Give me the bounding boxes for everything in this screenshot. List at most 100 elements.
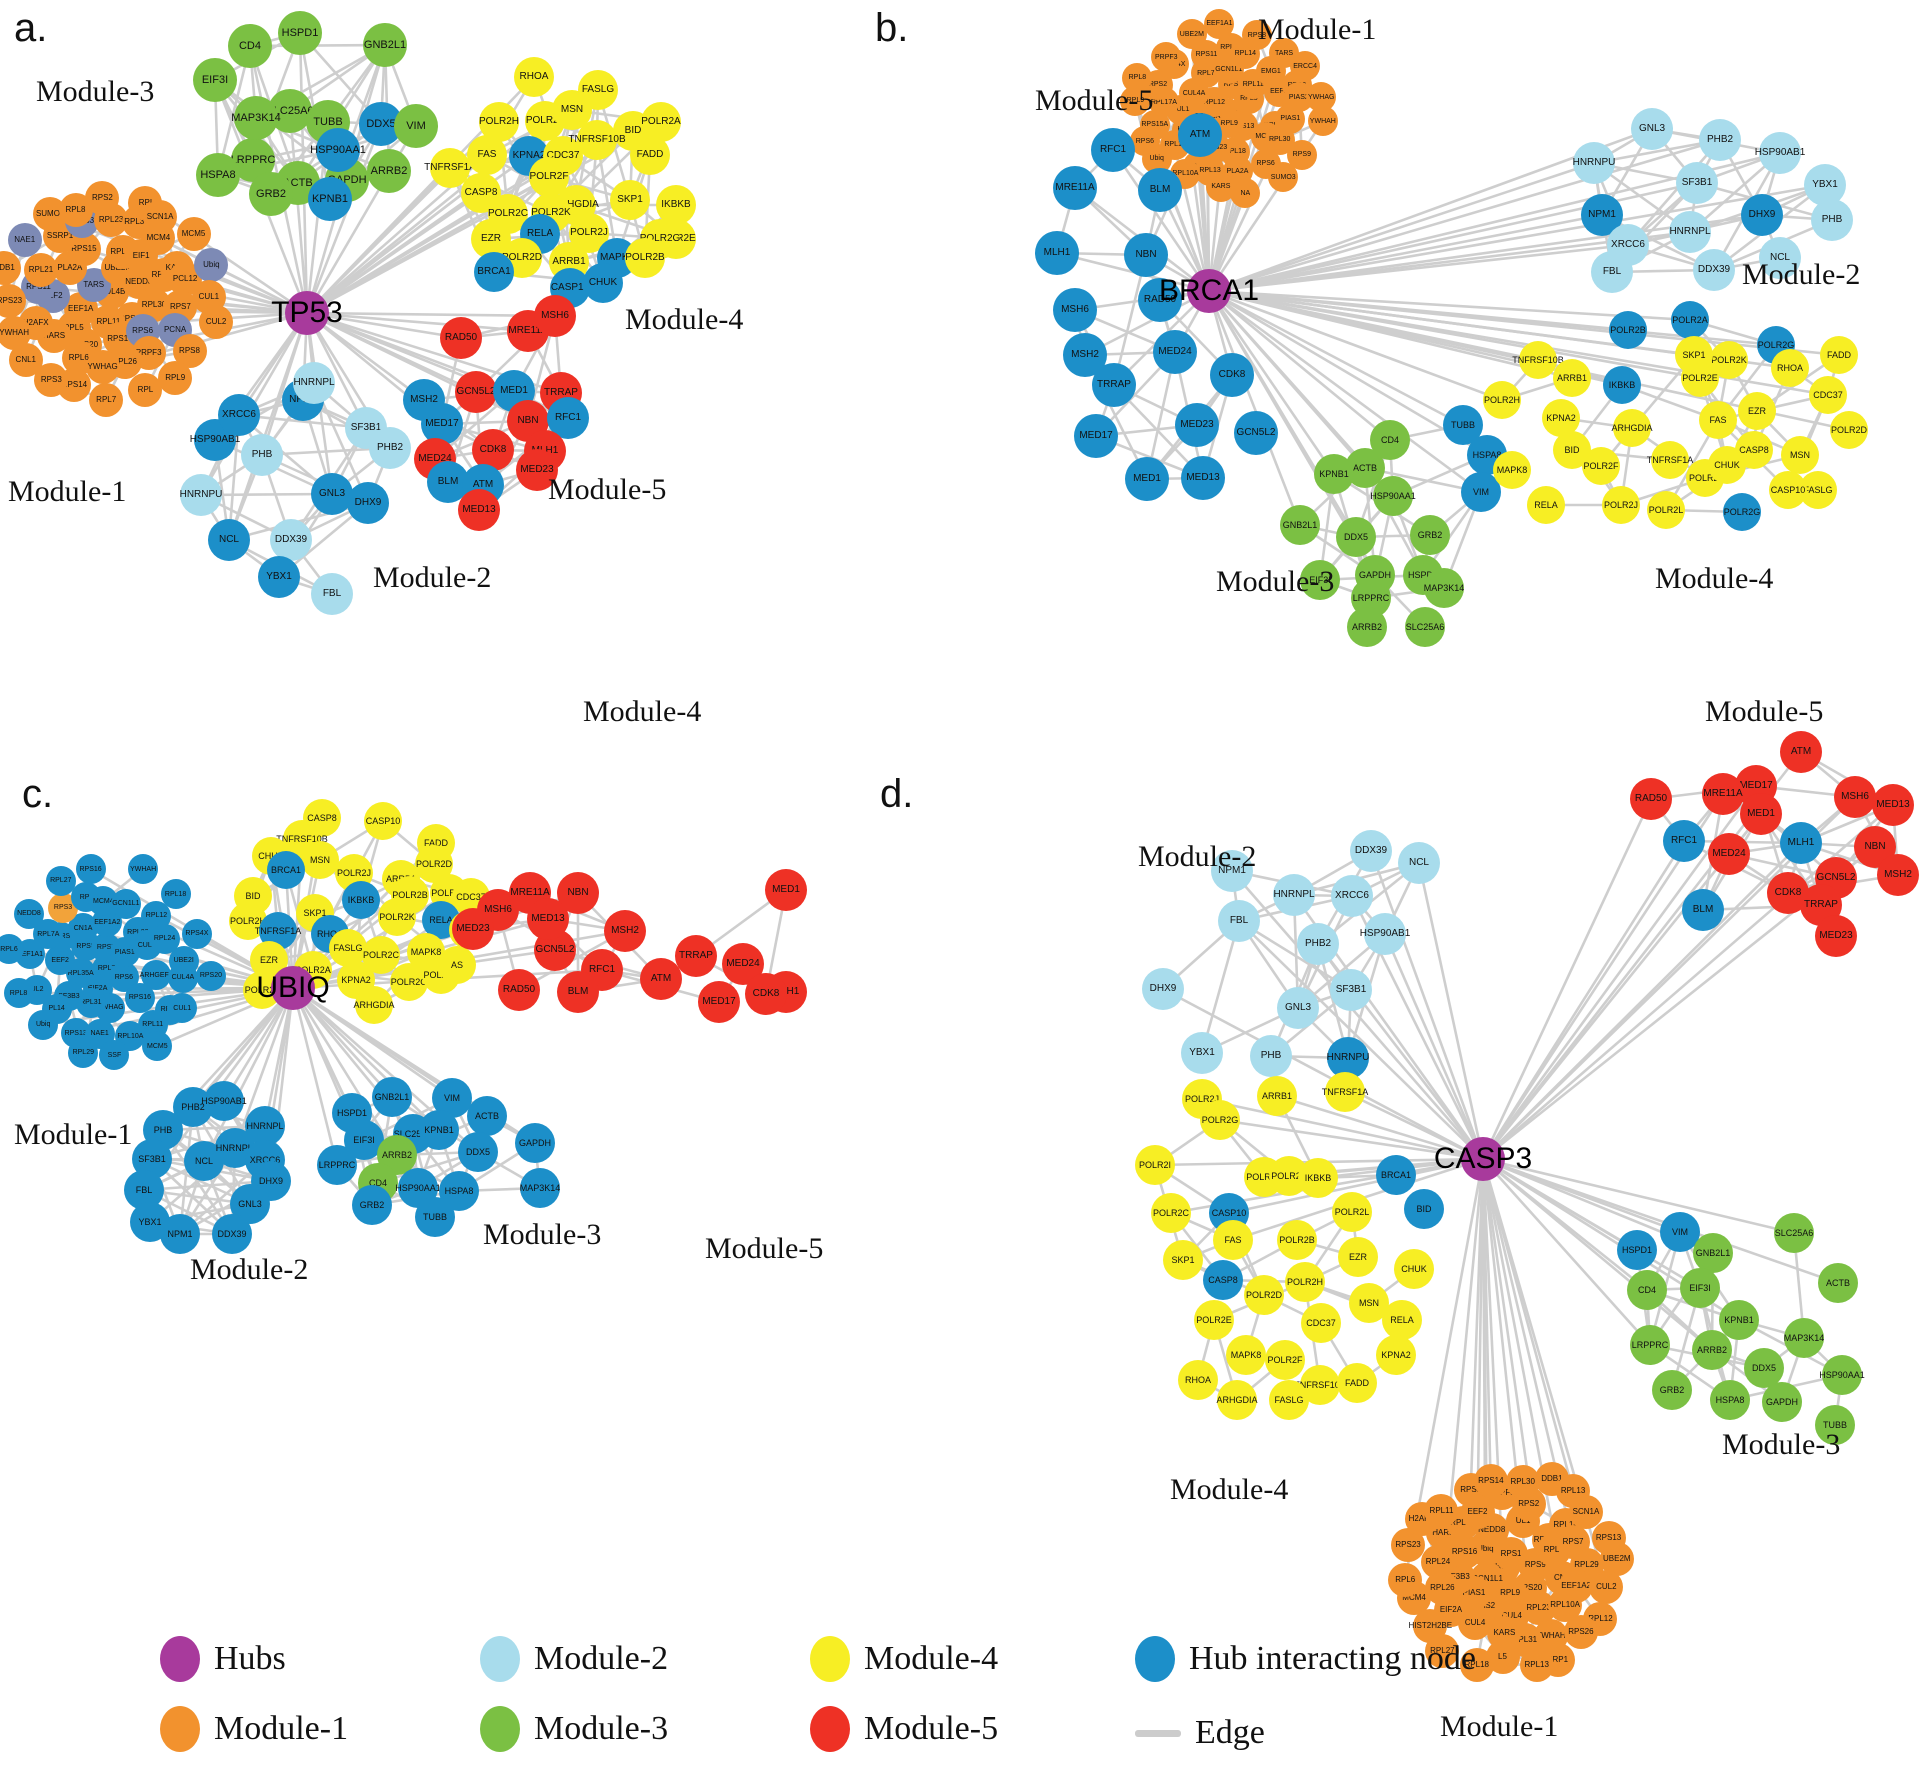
module-3-node[interactable]: TUBB bbox=[415, 1197, 455, 1237]
module-5-node[interactable]: MED13 bbox=[1872, 784, 1914, 826]
module-2-node[interactable]: PHB2 bbox=[1699, 119, 1741, 161]
module-1-node[interactable]: NEDD8 bbox=[13, 898, 44, 929]
module-2-node[interactable]: PHB2 bbox=[1297, 923, 1339, 965]
module-4-node[interactable]: CASP10 bbox=[364, 802, 402, 840]
module-2-node[interactable]: HNRNPL bbox=[293, 362, 335, 404]
module-5-node[interactable]: ATM bbox=[1178, 113, 1222, 157]
module-2-node[interactable]: HNRNPU bbox=[180, 474, 222, 516]
module-1-node[interactable]: RPL24 bbox=[1420, 1545, 1455, 1580]
module-4-node[interactable]: SKP1 bbox=[1163, 1240, 1203, 1280]
module-2-node[interactable]: DHX9 bbox=[347, 482, 389, 524]
module-1-node[interactable]: KARS bbox=[1205, 171, 1236, 202]
module-4-node[interactable]: POLR2E bbox=[1194, 1300, 1234, 1340]
module-2-node[interactable]: PHB bbox=[1250, 1035, 1292, 1077]
module-3-node[interactable]: HSPD1 bbox=[278, 11, 322, 55]
module-5-node[interactable]: MSH6 bbox=[1053, 288, 1097, 332]
module-2-node[interactable]: PHB bbox=[241, 434, 283, 476]
module-4-node[interactable]: TNFRSF10B bbox=[568, 120, 626, 160]
module-5-node[interactable]: MED13 bbox=[1181, 456, 1225, 500]
module-5-node[interactable]: TRRAP bbox=[675, 935, 717, 977]
module-5-node[interactable]: MED24 bbox=[1153, 330, 1197, 374]
module-1-node[interactable]: CUL2 bbox=[199, 305, 234, 340]
module-5-node[interactable]: GCN5L2 bbox=[455, 371, 497, 413]
module-4-node[interactable]: EZR bbox=[1338, 1237, 1378, 1277]
module-4-node[interactable]: POLR2B bbox=[1609, 311, 1647, 349]
module-1-node[interactable]: RPL11 bbox=[1424, 1493, 1459, 1528]
module-4-node[interactable]: KPNA2 bbox=[1376, 1335, 1416, 1375]
module-4-node[interactable]: POLR2I bbox=[1135, 1145, 1175, 1185]
module-3-node[interactable]: SLC25A6 bbox=[1405, 607, 1445, 647]
module-3-node[interactable]: KPNB1 bbox=[1314, 454, 1354, 494]
module-5-node[interactable]: MED13 bbox=[458, 489, 500, 531]
module-3-node[interactable]: ACTB bbox=[1818, 1263, 1858, 1303]
module-3-node[interactable]: MAP3K14 bbox=[231, 96, 281, 140]
module-1-node[interactable]: CUL1 bbox=[167, 993, 198, 1024]
module-4-node[interactable]: EZR bbox=[1738, 392, 1776, 430]
module-3-node[interactable]: HSP90AA1 bbox=[1819, 1355, 1865, 1395]
hub-node-tp53[interactable]: TP53 bbox=[271, 291, 343, 335]
module-4-node[interactable]: POLR2H bbox=[1483, 381, 1521, 419]
module-5-node[interactable]: BLM bbox=[557, 971, 599, 1013]
module-3-node[interactable]: DDX5 bbox=[1744, 1348, 1784, 1388]
module-3-node[interactable]: ACTB bbox=[467, 1096, 507, 1136]
module-3-node[interactable]: GRB2 bbox=[352, 1185, 392, 1225]
module-2-node[interactable]: XRCC6 bbox=[218, 394, 260, 436]
module-1-node[interactable]: YWHAH bbox=[128, 854, 159, 885]
module-5-node[interactable]: RAD50 bbox=[440, 317, 482, 359]
module-4-node[interactable]: MSN bbox=[301, 841, 339, 879]
module-2-node[interactable]: GNL3 bbox=[311, 473, 353, 515]
module-3-node[interactable]: GRB2 bbox=[249, 172, 293, 216]
module-4-node[interactable]: RELA bbox=[1382, 1300, 1422, 1340]
module-4-node[interactable]: POLR2E bbox=[1681, 359, 1719, 397]
module-4-node[interactable]: TNFRSF10B bbox=[1512, 341, 1564, 379]
module-1-node[interactable]: RPL27 bbox=[45, 865, 76, 896]
module-3-node[interactable]: ARRB2 bbox=[1692, 1330, 1732, 1370]
module-3-node[interactable]: LRPPRC bbox=[317, 1145, 357, 1185]
module-3-node[interactable]: SLC25A6 bbox=[1774, 1213, 1814, 1253]
module-4-node[interactable]: ARRB1 bbox=[1257, 1076, 1297, 1116]
module-5-node[interactable]: MRE11A bbox=[1702, 773, 1744, 815]
module-5-node[interactable]: MED1 bbox=[1125, 457, 1169, 501]
module-1-node[interactable]: RPS16 bbox=[124, 982, 155, 1013]
module-1-node[interactable]: RPL13 bbox=[1519, 1647, 1554, 1682]
module-4-node[interactable]: SKP1 bbox=[610, 180, 650, 220]
module-3-node[interactable]: GNB2L1 bbox=[363, 23, 407, 67]
module-1-node[interactable]: RPS20 bbox=[195, 960, 226, 991]
module-1-node[interactable]: RPS16 bbox=[75, 854, 106, 885]
module-1-node[interactable]: RPS2 bbox=[85, 180, 120, 215]
module-1-node[interactable]: SCN1A bbox=[143, 199, 178, 234]
module-5-node[interactable]: BLM bbox=[1138, 168, 1182, 212]
module-1-node[interactable]: RPL29 bbox=[68, 1037, 99, 1068]
module-4-node[interactable]: IKBKB bbox=[1298, 1158, 1338, 1198]
module-1-node[interactable]: ERCC4 bbox=[1290, 51, 1321, 82]
module-3-node[interactable]: MAP3K14 bbox=[520, 1168, 560, 1208]
module-2-node[interactable]: HNRNPL bbox=[1273, 874, 1315, 916]
module-4-node[interactable]: POLR2G bbox=[1723, 493, 1761, 531]
module-1-node[interactable]: RPS14 bbox=[1473, 1464, 1508, 1499]
module-4-node[interactable]: POLR2L bbox=[1332, 1192, 1372, 1232]
module-4-node[interactable]: CDC37 bbox=[1301, 1303, 1341, 1343]
module-4-node[interactable]: FADD bbox=[630, 135, 670, 175]
module-2-node[interactable]: FBL bbox=[1591, 251, 1633, 293]
module-5-node[interactable]: MED24 bbox=[1708, 833, 1750, 875]
module-3-node[interactable]: HSPD1 bbox=[1617, 1230, 1657, 1270]
module-2-node[interactable]: HSP90AB1 bbox=[1360, 913, 1410, 955]
module-5-node[interactable]: MED23 bbox=[1175, 403, 1219, 447]
module-4-node[interactable]: FASLG bbox=[1269, 1380, 1309, 1420]
module-4-node[interactable]: POLR2B bbox=[625, 238, 665, 278]
module-1-node[interactable]: SSF bbox=[99, 1040, 130, 1071]
module-3-node[interactable]: HSPA8 bbox=[196, 153, 240, 197]
module-3-node[interactable]: HSP90AA1 bbox=[310, 128, 366, 172]
module-5-node[interactable]: ATM bbox=[640, 958, 682, 1000]
module-1-node[interactable]: GCN1L1 bbox=[110, 888, 141, 919]
module-1-node[interactable]: RPL9 bbox=[158, 361, 193, 396]
module-5-node[interactable]: CDK8 bbox=[1210, 353, 1254, 397]
module-4-node[interactable]: CHUK bbox=[583, 263, 623, 303]
module-5-node[interactable]: MSH6 bbox=[1834, 776, 1876, 818]
module-1-node[interactable]: CUL4A bbox=[167, 962, 198, 993]
module-4-node[interactable]: IKBKB bbox=[1603, 366, 1641, 404]
module-4-node[interactable]: IKBKB bbox=[342, 881, 380, 919]
module-1-node[interactable]: NAE1 bbox=[7, 222, 42, 257]
module-2-node[interactable]: DHX9 bbox=[1741, 194, 1783, 236]
module-4-node[interactable]: RHOA bbox=[1178, 1360, 1218, 1400]
